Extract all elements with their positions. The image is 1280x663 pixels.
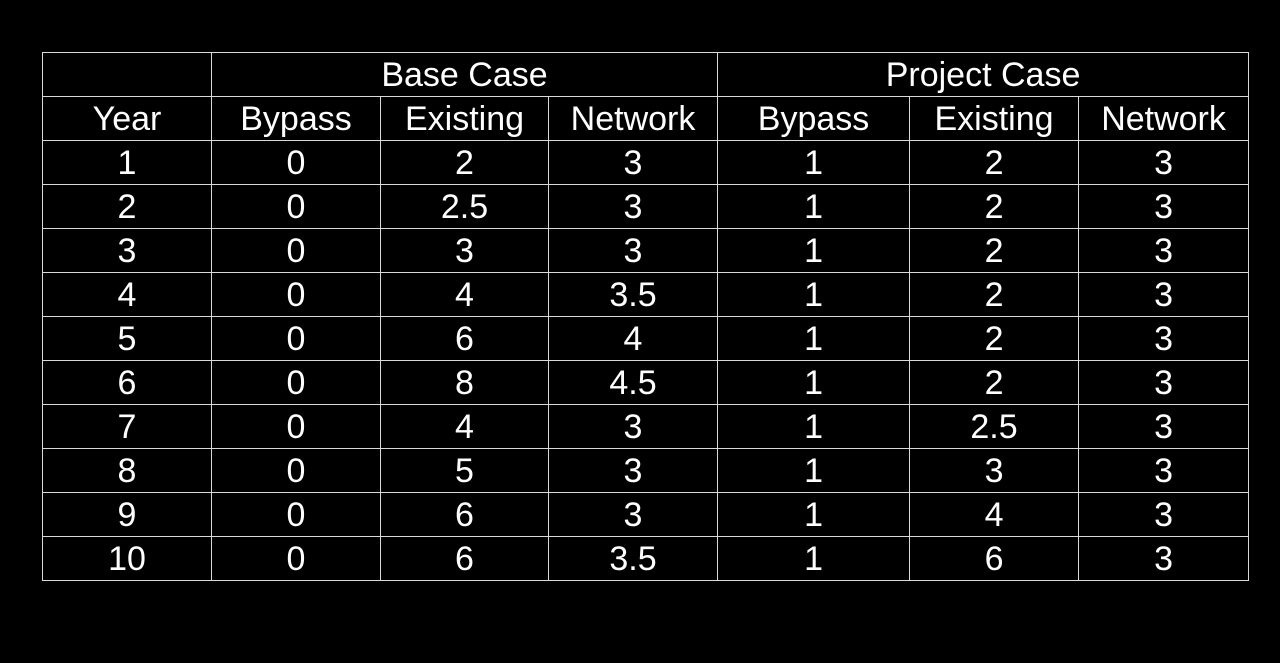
- column-header-base-existing: Existing: [380, 96, 549, 141]
- cell-project-network: 3: [1078, 448, 1250, 493]
- table-row: 7 0 4 3 1 2.5 3: [42, 404, 1250, 449]
- cell-project-existing: 6: [909, 536, 1080, 581]
- table-body: 1 0 2 3 1 2 3 2 0 2.5 3 1 2 3 3 0 3 3 1 2 3 4 0 4 3.5 1 2 3 5 0 6 4 1 2 3 6…: [42, 140, 1250, 581]
- cell-base-bypass: 0: [211, 536, 381, 581]
- cell-project-network: 3: [1078, 184, 1250, 229]
- cell-base-network: 3: [547, 228, 719, 273]
- cell-project-bypass: 1: [717, 272, 911, 317]
- cell-project-existing: 2: [909, 228, 1080, 273]
- cell-project-bypass: 1: [717, 492, 911, 537]
- cell-base-network: 3.5: [547, 272, 719, 317]
- cell-project-network: 3: [1078, 316, 1250, 361]
- column-header-project-network: Network: [1078, 96, 1250, 141]
- cell-base-network: 3: [547, 140, 719, 185]
- data-table: Base Case Project Case Year Bypass Existin…: [42, 52, 1250, 581]
- group-header-row: Base Case Project Case: [42, 52, 1250, 97]
- cell-year: 9: [42, 492, 212, 537]
- cell-base-network: 3: [547, 184, 719, 229]
- cell-project-network: 3: [1078, 404, 1250, 449]
- cell-year: 10: [42, 536, 212, 581]
- cell-base-bypass: 0: [211, 404, 381, 449]
- cell-base-bypass: 0: [211, 272, 381, 317]
- cell-base-existing: 6: [380, 316, 549, 361]
- cell-year: 1: [42, 140, 212, 185]
- cell-project-existing: 2.5: [909, 404, 1080, 449]
- cell-project-network: 3: [1078, 272, 1250, 317]
- column-header-project-existing: Existing: [909, 96, 1080, 141]
- cell-project-network: 3: [1078, 228, 1250, 273]
- column-header-year: Year: [42, 96, 212, 141]
- cell-base-bypass: 0: [211, 184, 381, 229]
- cell-base-existing: 6: [380, 492, 549, 537]
- cell-base-existing: 6: [380, 536, 549, 581]
- cell-base-existing: 2: [380, 140, 549, 185]
- cell-project-bypass: 1: [717, 448, 911, 493]
- cell-project-network: 3: [1078, 360, 1250, 405]
- cell-base-existing: 8: [380, 360, 549, 405]
- cell-base-bypass: 0: [211, 228, 381, 273]
- cell-year: 6: [42, 360, 212, 405]
- cell-base-bypass: 0: [211, 140, 381, 185]
- cell-year: 2: [42, 184, 212, 229]
- table-row: 6 0 8 4.5 1 2 3: [42, 360, 1250, 405]
- cell-project-bypass: 1: [717, 316, 911, 361]
- group-header-empty: [42, 52, 212, 97]
- cell-project-network: 3: [1078, 536, 1250, 581]
- cell-project-bypass: 1: [717, 140, 911, 185]
- cell-project-bypass: 1: [717, 536, 911, 581]
- cell-project-existing: 2: [909, 140, 1080, 185]
- table-row: 2 0 2.5 3 1 2 3: [42, 184, 1250, 229]
- table-row: 4 0 4 3.5 1 2 3: [42, 272, 1250, 317]
- cell-year: 4: [42, 272, 212, 317]
- table-row: 10 0 6 3.5 1 6 3: [42, 536, 1250, 581]
- cell-base-existing: 3: [380, 228, 549, 273]
- cell-base-bypass: 0: [211, 316, 381, 361]
- cell-project-network: 3: [1078, 492, 1250, 537]
- table-head: Base Case Project Case Year Bypass Existin…: [42, 52, 1250, 141]
- cell-base-network: 3: [547, 492, 719, 537]
- group-header-base-case: Base Case: [210, 52, 719, 97]
- cell-project-bypass: 1: [717, 228, 911, 273]
- cell-project-existing: 4: [909, 492, 1080, 537]
- column-header-base-bypass: Bypass: [211, 96, 381, 141]
- cell-base-network: 3: [547, 448, 719, 493]
- cell-base-network: 3.5: [547, 536, 719, 581]
- group-header-project-case: Project Case: [717, 52, 1250, 97]
- cell-project-existing: 2: [909, 184, 1080, 229]
- cell-project-existing: 2: [909, 272, 1080, 317]
- cell-base-bypass: 0: [211, 492, 381, 537]
- cell-base-network: 4: [547, 316, 719, 361]
- cell-year: 8: [42, 448, 212, 493]
- cell-project-existing: 3: [909, 448, 1080, 493]
- cell-base-existing: 4: [380, 404, 549, 449]
- cell-base-existing: 4: [380, 272, 549, 317]
- cell-project-bypass: 1: [717, 360, 911, 405]
- cell-base-bypass: 0: [211, 448, 381, 493]
- column-header-base-network: Network: [547, 96, 719, 141]
- column-header-row: Year Bypass Existing Network Bypass Existing N…: [42, 96, 1250, 141]
- cell-base-existing: 5: [380, 448, 549, 493]
- column-header-project-bypass: Bypass: [717, 96, 911, 141]
- cell-year: 3: [42, 228, 212, 273]
- cell-project-existing: 2: [909, 316, 1080, 361]
- cell-year: 5: [42, 316, 212, 361]
- cell-project-existing: 2: [909, 360, 1080, 405]
- cell-project-network: 3: [1078, 140, 1250, 185]
- cell-base-network: 3: [547, 404, 719, 449]
- cell-base-existing: 2.5: [380, 184, 549, 229]
- cell-project-bypass: 1: [717, 404, 911, 449]
- cell-base-bypass: 0: [211, 360, 381, 405]
- cell-base-network: 4.5: [547, 360, 719, 405]
- cell-year: 7: [42, 404, 212, 449]
- cell-project-bypass: 1: [717, 184, 911, 229]
